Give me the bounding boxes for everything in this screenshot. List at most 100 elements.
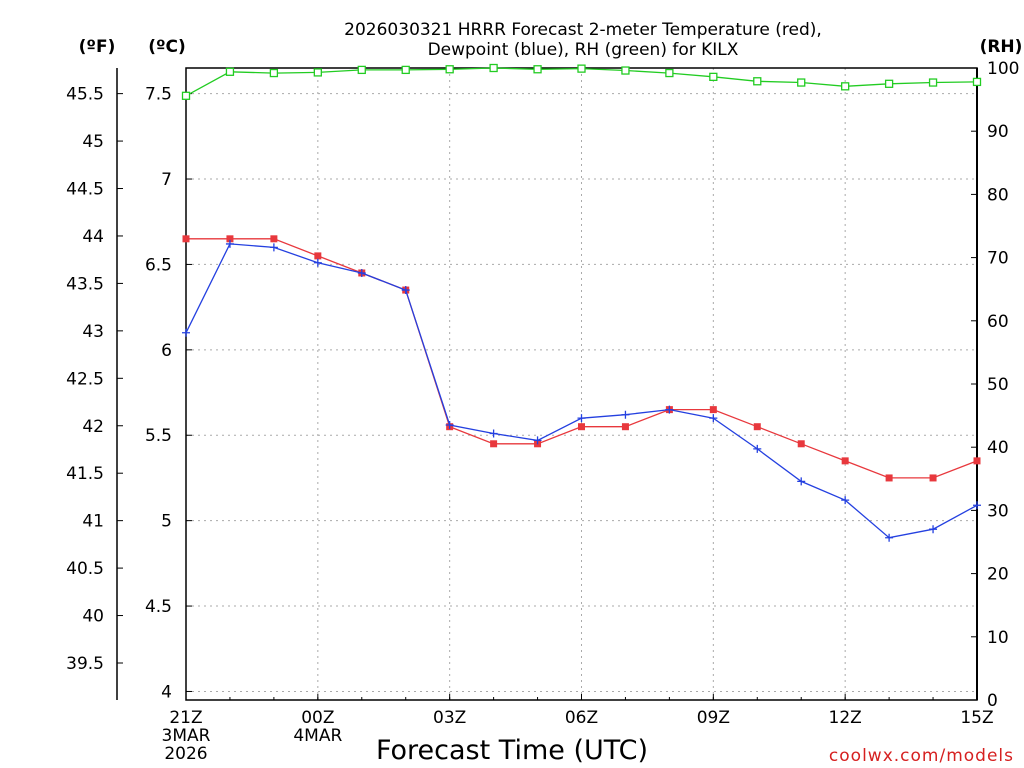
dewpoint-point (357, 268, 366, 277)
grid (186, 68, 977, 700)
rh-tick-label: 20 (987, 565, 1009, 585)
rh-point (884, 79, 894, 88)
rh-point (709, 72, 718, 81)
time-tick-label: 03Z (433, 708, 466, 728)
celsius-unit-label: (ºC) (148, 37, 186, 57)
temperature-point (314, 252, 322, 260)
rh-tick-label: 70 (987, 249, 1009, 269)
celsius-axis: 4 4.5 5 5.5 6 6.5 7 7.5 (145, 85, 192, 702)
rh-tick-label: 0 (987, 691, 998, 711)
time-tick-label: 12Z (829, 708, 862, 728)
time-tick-label: 2026 (164, 744, 207, 764)
dewpoint-point (313, 258, 322, 267)
fahrenheit-tick-label: 39.5 (66, 654, 104, 674)
rh-tick-label: 90 (987, 122, 1009, 142)
rh-tick-label: 80 (987, 185, 1009, 205)
dewpoint-point (225, 239, 234, 248)
rh-tick-label: 10 (987, 628, 1009, 648)
rh-point (401, 65, 410, 75)
dewpoint-point (929, 525, 938, 534)
temperature-point (226, 235, 234, 243)
fahrenheit-axis: 39.5 40 40.5 41 41.5 42 42.5 43 43.5 44 44.5 45 45.5 (66, 68, 123, 700)
fahrenheit-tick-label: 41.5 (66, 464, 104, 484)
rh-tick-label: 60 (987, 312, 1009, 332)
dewpoint-line (185, 243, 978, 539)
rh-tick-label: 40 (987, 438, 1009, 458)
rh-point (489, 63, 498, 73)
fahrenheit-tick-label: 43.5 (66, 274, 104, 294)
fahrenheit-tick-label: 45 (82, 132, 104, 152)
axes (185, 67, 978, 701)
rh-point (841, 82, 850, 91)
time-tick-label: 3MAR (162, 726, 211, 746)
celsius-tick-label: 7 (161, 170, 172, 190)
x-axis-label: Forecast Time (UTC) (376, 735, 648, 766)
fahrenheit-tick-label: 42 (82, 417, 104, 437)
time-tick-label: 09Z (697, 708, 730, 728)
time-tick-label: 21Z (169, 708, 202, 728)
dewpoint-point (533, 436, 542, 445)
dewpoint-point (269, 243, 278, 252)
rh-point (753, 77, 762, 86)
rh-point (357, 65, 366, 75)
rh-point (972, 77, 982, 87)
rh-point (269, 68, 279, 78)
fahrenheit-tick-label: 40 (82, 607, 104, 627)
dewpoint-point (621, 410, 630, 419)
rh-point (665, 68, 674, 78)
dewpoint-point (973, 501, 981, 510)
temperature-point (578, 423, 585, 431)
rh-series (181, 63, 982, 100)
rh-tick-label: 50 (987, 375, 1009, 395)
credit-label: coolwx.com/models (829, 746, 1014, 766)
temperature-point (182, 235, 190, 243)
dewpoint-series (182, 239, 981, 542)
temperature-point (621, 423, 629, 431)
dewpoint-point (709, 414, 718, 423)
dewpoint-point (797, 477, 806, 486)
temperature-point (885, 474, 893, 482)
fahrenheit-tick-label: 45.5 (66, 85, 104, 105)
temperature-point (753, 423, 761, 431)
celsius-tick-label: 7.5 (145, 85, 172, 105)
time-tick-label: 06Z (565, 708, 598, 728)
fahrenheit-tick-label: 44 (82, 227, 104, 247)
celsius-tick-label: 4 (161, 682, 172, 702)
dewpoint-point (401, 286, 410, 295)
rh-point (928, 78, 938, 87)
rh-point (533, 65, 542, 74)
rh-unit-label: (RH) (980, 37, 1023, 57)
dewpoint-point (182, 328, 190, 337)
temperature-point (929, 474, 937, 482)
celsius-tick-label: 4.5 (145, 597, 172, 617)
temperature-point (709, 406, 717, 414)
chart-title-line2: Dewpoint (blue), RH (green) for KILX (428, 40, 739, 60)
celsius-tick-label: 6 (161, 341, 172, 361)
temperature-point (490, 440, 498, 448)
temperature-line (186, 238, 978, 479)
celsius-tick-label: 6.5 (145, 255, 172, 275)
temperature-point (270, 235, 278, 243)
temperature-series (182, 235, 981, 482)
dewpoint-point (841, 496, 850, 505)
dewpoint-point (489, 429, 498, 438)
celsius-tick-label: 5.5 (145, 426, 172, 446)
rh-point (621, 66, 630, 75)
fahrenheit-tick-label: 43 (82, 322, 104, 342)
fahrenheit-tick-label: 40.5 (66, 559, 104, 579)
plot-frame (185, 67, 978, 701)
fahrenheit-tick-label: 42.5 (66, 369, 104, 389)
dewpoint-point (885, 533, 894, 542)
rh-point (445, 65, 454, 74)
time-tick-label: 00Z (301, 708, 334, 728)
temperature-point (841, 457, 849, 465)
temperature-point (973, 457, 981, 465)
rh-point (225, 67, 235, 76)
rh-point (181, 91, 191, 100)
rh-point (577, 64, 586, 73)
dewpoint-point (445, 420, 454, 429)
fahrenheit-tick-label: 41 (82, 512, 104, 532)
dewpoint-point (577, 414, 586, 423)
time-tick-label: 15Z (960, 708, 993, 728)
